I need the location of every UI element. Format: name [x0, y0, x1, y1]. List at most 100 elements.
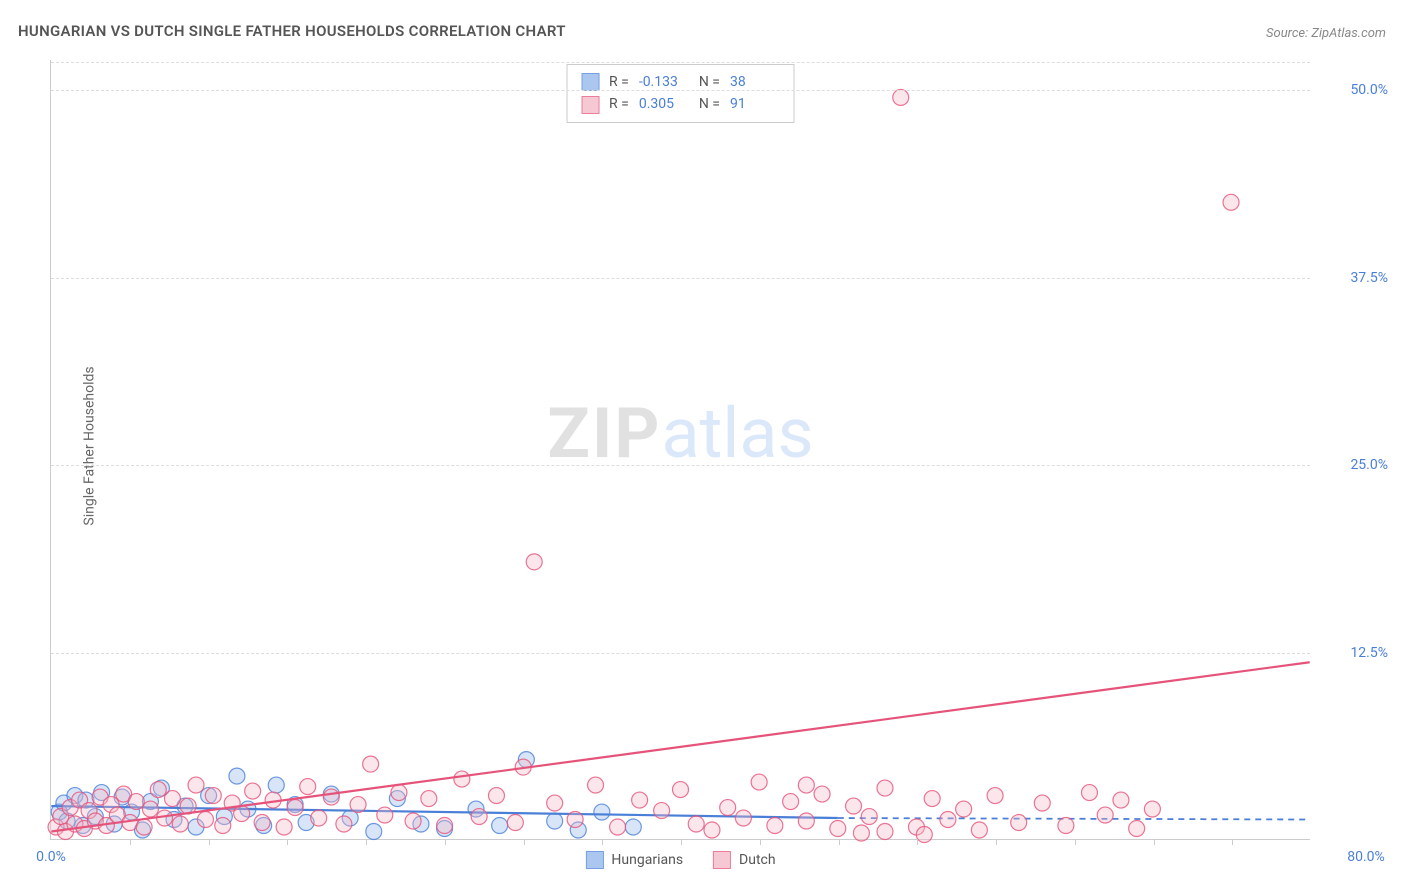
scatter-point-hungarians — [268, 777, 284, 793]
scatter-point-dutch — [830, 821, 846, 837]
scatter-point-dutch — [798, 777, 814, 793]
xtick — [681, 839, 682, 845]
xtick — [760, 839, 761, 845]
scatter-point-dutch — [783, 794, 799, 810]
gridline — [51, 278, 1310, 279]
scatter-point-dutch — [916, 827, 932, 843]
scatter-point-dutch — [405, 813, 421, 829]
scatter-svg — [51, 60, 1310, 839]
scatter-point-dutch — [164, 791, 180, 807]
scatter-point-dutch — [311, 810, 327, 826]
scatter-point-dutch — [336, 816, 352, 832]
xtick-label: 0.0% — [36, 849, 66, 865]
gridline — [51, 62, 1310, 63]
scatter-point-dutch — [654, 803, 670, 819]
scatter-point-dutch — [720, 800, 736, 816]
stats-swatch-dutch — [581, 96, 599, 114]
scatter-point-dutch — [610, 819, 626, 835]
xtick — [917, 839, 918, 845]
legend-swatch-hungarians — [585, 851, 603, 869]
trendline-dashed-hungarians — [838, 818, 1310, 819]
scatter-point-dutch — [688, 816, 704, 832]
xtick — [996, 839, 997, 845]
scatter-point-hungarians — [492, 818, 508, 834]
scatter-point-dutch — [940, 812, 956, 828]
scatter-point-dutch — [567, 812, 583, 828]
scatter-point-dutch — [1144, 801, 1160, 817]
xtick — [1075, 839, 1076, 845]
scatter-point-dutch — [798, 813, 814, 829]
stats-n-value-dutch: 91 — [730, 93, 780, 115]
scatter-point-dutch — [632, 792, 648, 808]
scatter-point-dutch — [197, 812, 213, 828]
scatter-point-dutch — [526, 554, 542, 570]
scatter-point-dutch — [1034, 795, 1050, 811]
scatter-point-dutch — [735, 810, 751, 826]
scatter-point-dutch — [323, 789, 339, 805]
scatter-point-dutch — [956, 801, 972, 817]
legend-item-dutch[interactable]: Dutch — [713, 851, 776, 869]
scatter-point-dutch — [128, 794, 144, 810]
stats-r-value-dutch: 0.305 — [639, 93, 689, 115]
stats-r-label: R = — [609, 93, 629, 115]
xtick — [287, 839, 288, 845]
legend-item-hungarians[interactable]: Hungarians — [585, 851, 683, 869]
gridline — [51, 465, 1310, 466]
scatter-point-dutch — [488, 788, 504, 804]
stats-n-label: N = — [699, 93, 720, 115]
scatter-point-dutch — [172, 816, 188, 832]
scatter-point-dutch — [421, 791, 437, 807]
scatter-point-dutch — [245, 783, 261, 799]
scatter-point-dutch — [300, 779, 316, 795]
scatter-point-dutch — [987, 788, 1003, 804]
scatter-point-dutch — [751, 774, 767, 790]
scatter-point-dutch — [377, 807, 393, 823]
scatter-point-dutch — [188, 777, 204, 793]
scatter-point-dutch — [846, 798, 862, 814]
scatter-point-dutch — [1058, 818, 1074, 834]
bottom-legend: Hungarians Dutch — [585, 851, 775, 869]
xtick — [1154, 839, 1155, 845]
gridline — [51, 90, 1310, 91]
scatter-point-dutch — [205, 788, 221, 804]
legend-swatch-dutch — [713, 851, 731, 869]
scatter-point-hungarians — [547, 813, 563, 829]
xtick — [1232, 839, 1233, 845]
scatter-point-dutch — [276, 819, 292, 835]
scatter-point-dutch — [924, 791, 940, 807]
scatter-point-dutch — [877, 780, 893, 796]
xtick — [366, 839, 367, 845]
legend-label-dutch: Dutch — [739, 852, 776, 868]
chart-title: HUNGARIAN VS DUTCH SINGLE FATHER HOUSEHO… — [18, 22, 566, 40]
scatter-point-dutch — [215, 818, 231, 834]
stats-box: R =-0.133N =38R =0.305N =91 — [566, 64, 795, 123]
scatter-point-hungarians — [594, 804, 610, 820]
scatter-point-dutch — [1097, 807, 1113, 823]
plot-area: ZIPatlas R =-0.133N =38R =0.305N =91 Hun… — [50, 60, 1310, 840]
gridline — [51, 653, 1310, 654]
scatter-point-dutch — [588, 777, 604, 793]
scatter-point-dutch — [971, 822, 987, 838]
xtick — [524, 839, 525, 845]
source-attribution: Source: ZipAtlas.com — [1266, 26, 1386, 41]
scatter-point-dutch — [853, 825, 869, 841]
scatter-point-dutch — [1081, 785, 1097, 801]
scatter-point-dutch — [287, 800, 303, 816]
scatter-point-dutch — [471, 809, 487, 825]
ytick-label: 25.0% — [1350, 457, 1388, 473]
scatter-point-hungarians — [229, 768, 245, 784]
scatter-point-dutch — [136, 819, 152, 835]
xtick — [602, 839, 603, 845]
scatter-point-dutch — [507, 815, 523, 831]
xtick — [839, 839, 840, 845]
scatter-point-dutch — [704, 822, 720, 838]
scatter-point-dutch — [1113, 792, 1129, 808]
xtick — [445, 839, 446, 845]
legend-label-hungarians: Hungarians — [611, 852, 683, 868]
scatter-point-dutch — [142, 801, 158, 817]
scatter-point-dutch — [350, 797, 366, 813]
scatter-point-dutch — [814, 786, 830, 802]
stats-row-dutch: R = 0.305 N = 91 — [581, 93, 780, 115]
xtick — [130, 839, 131, 845]
scatter-point-dutch — [363, 756, 379, 772]
